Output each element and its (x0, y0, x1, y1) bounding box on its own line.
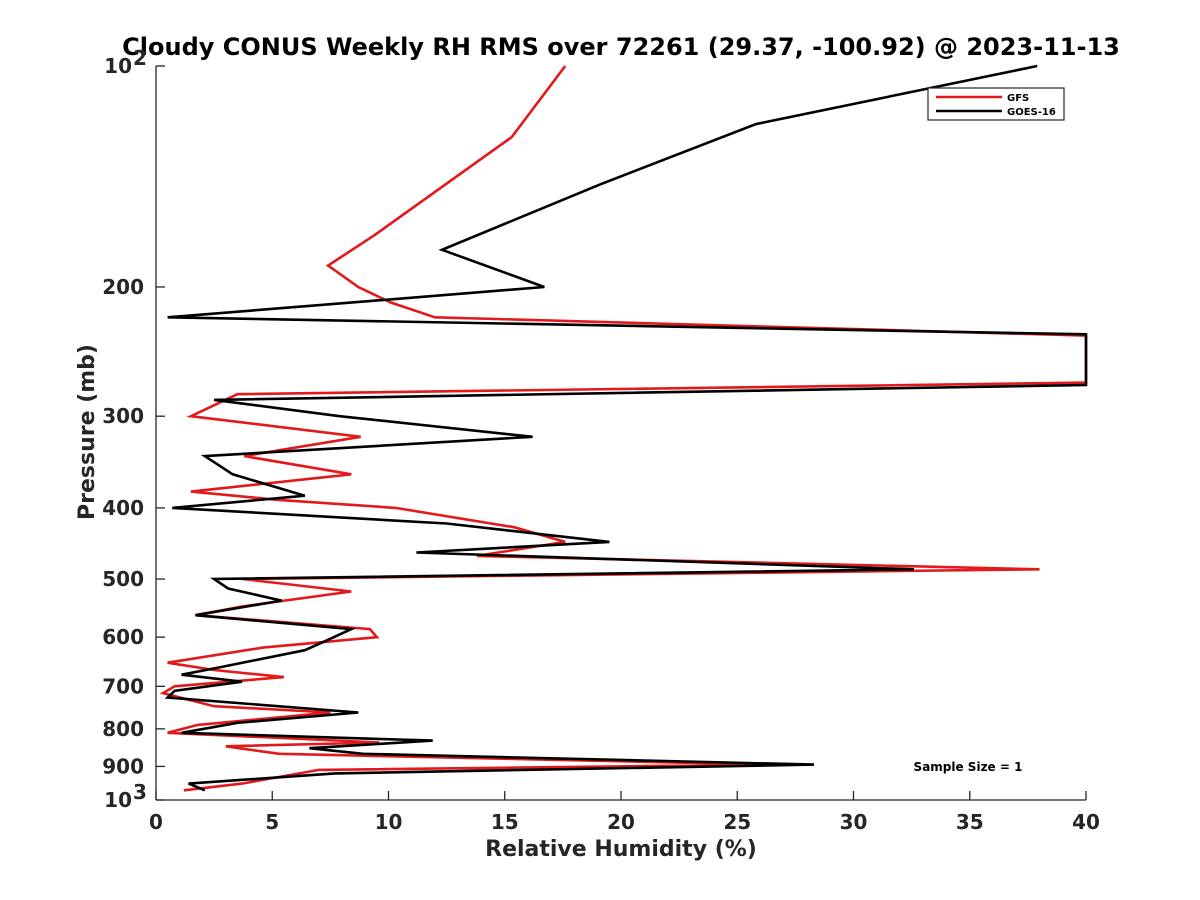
y-tick-label: 10 (104, 788, 132, 812)
y-tick-label: 700 (102, 674, 144, 698)
x-tick-label: 0 (149, 810, 163, 834)
x-tick-label: 40 (1072, 810, 1100, 834)
legend-label: GOES-16 (1007, 107, 1056, 118)
y-axis-label: Pressure (mb) (75, 344, 100, 520)
legend-label: GFS (1007, 93, 1029, 104)
x-tick-label: 15 (491, 810, 519, 834)
y-tick-label: 600 (102, 625, 144, 649)
series-layer (159, 64, 1088, 792)
y-tick-label: 900 (102, 754, 144, 778)
y-tick-label: 10 (104, 54, 132, 78)
x-axis-label: Relative Humidity (%) (485, 837, 757, 862)
legend: GFS GOES-16 (927, 87, 1065, 121)
y-tick-label: 400 (102, 496, 144, 520)
y-tick-label: 500 (102, 567, 144, 591)
sample-size-annotation: Sample Size = 1 (914, 760, 1023, 774)
x-tick-label: 30 (840, 810, 868, 834)
plot-area (156, 66, 1086, 800)
y-tick-exponent: 3 (133, 780, 147, 804)
y-tick-label: 800 (102, 717, 144, 741)
chart-title: Cloudy CONUS Weekly RH RMS over 72261 (2… (122, 33, 1120, 61)
x-tick-label: 10 (375, 810, 403, 834)
y-tick-exponent: 2 (133, 46, 147, 70)
x-tick-label: 25 (723, 810, 751, 834)
legend-box (927, 87, 1065, 121)
x-tick-label: 20 (607, 810, 635, 834)
y-tick-label: 200 (102, 275, 144, 299)
x-tick-label: 5 (265, 810, 279, 834)
series-line-goes-16 (164, 64, 1088, 792)
x-tick-label: 35 (956, 810, 984, 834)
plot-background (156, 66, 1086, 800)
y-tick-label: 300 (102, 404, 144, 428)
